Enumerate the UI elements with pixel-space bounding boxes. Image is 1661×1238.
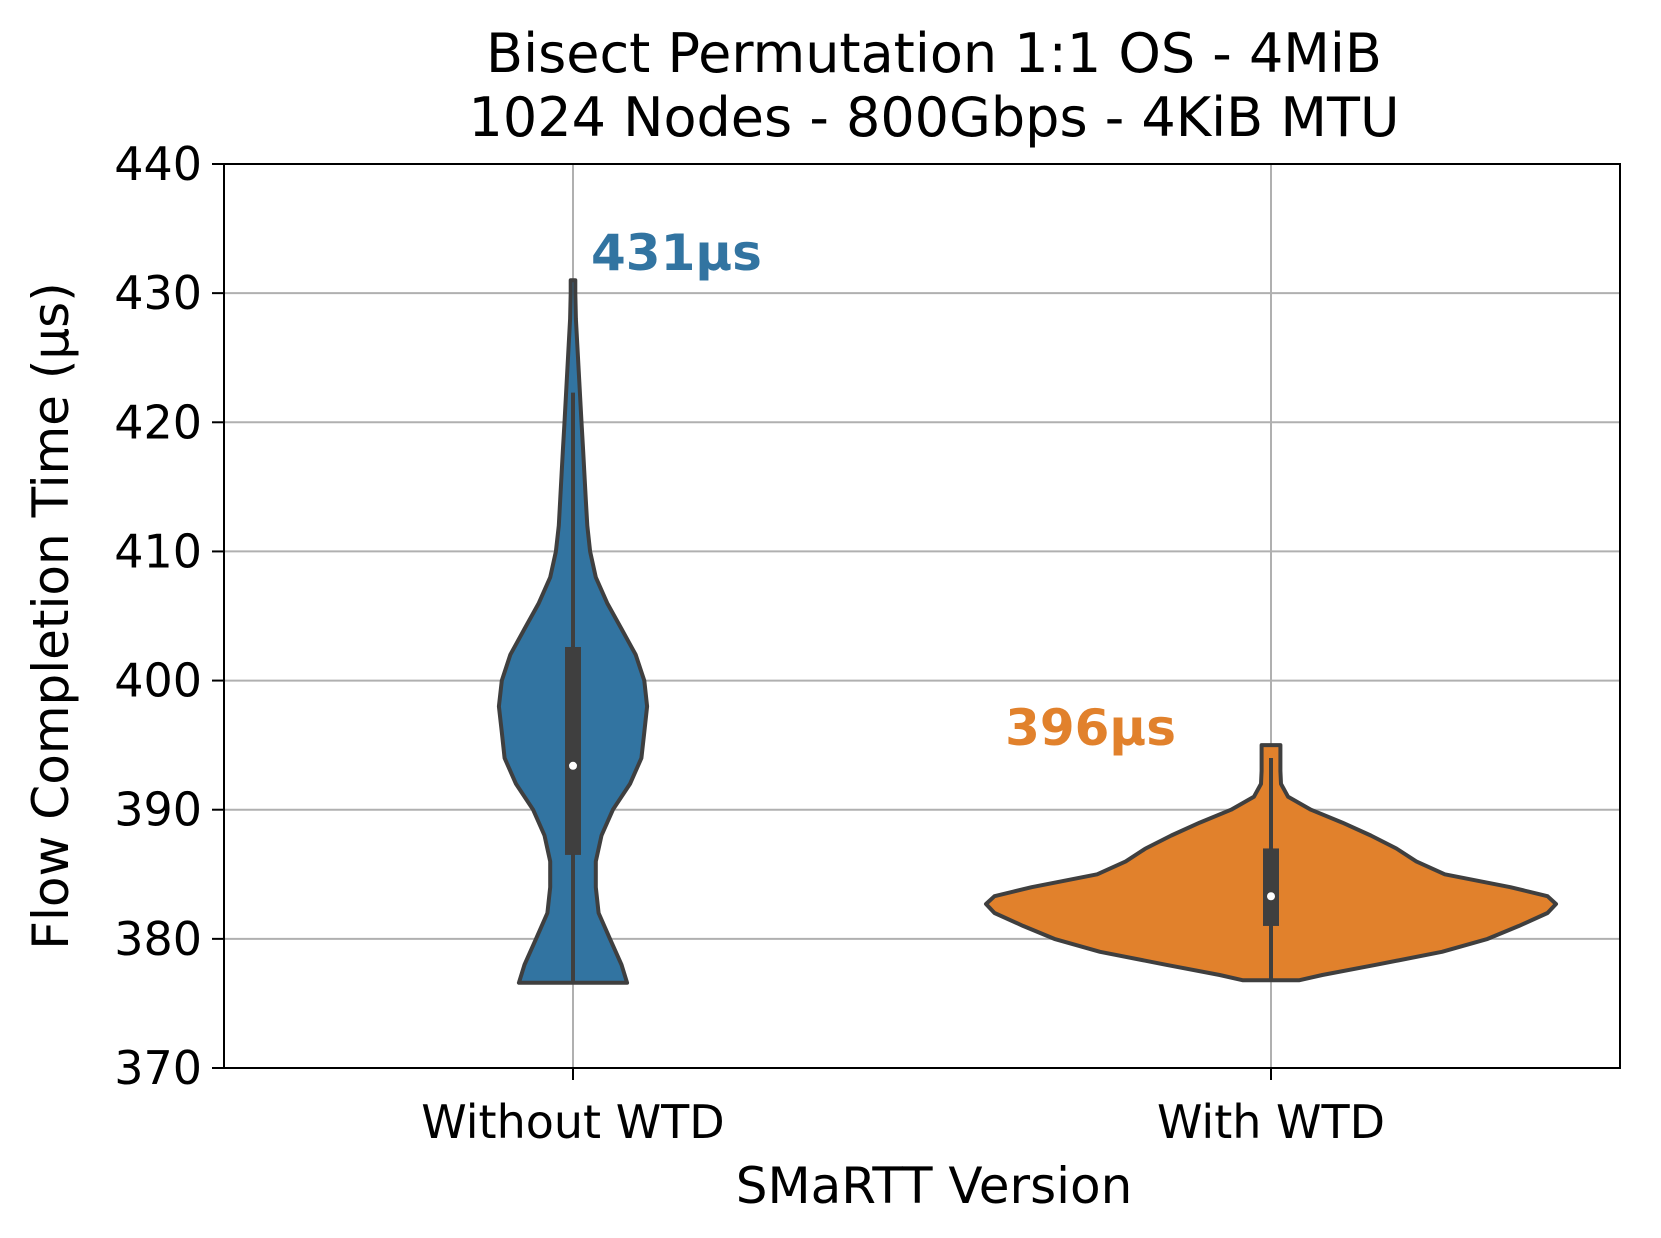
y-axis-label: Flow Completion Time (µs)	[22, 282, 80, 949]
max-annotation: 431µs	[591, 224, 762, 282]
y-tick-label: 370	[114, 1041, 202, 1095]
y-axis-ticks: 370 380 390 400 410 420 430 440	[114, 137, 224, 1095]
violin-median-dot	[1267, 892, 1275, 901]
x-axis-label: SMaRTT Version	[736, 1157, 1133, 1215]
y-tick-label: 380	[114, 912, 202, 966]
y-tick-label: 420	[114, 395, 202, 449]
x-tick-label: Without WTD	[421, 1095, 724, 1149]
chart-title-line-2: 1024 Nodes - 800Gbps - 4KiB MTU	[469, 86, 1400, 149]
x-tick-label: With WTD	[1157, 1095, 1385, 1149]
max-annotation: 396µs	[1005, 699, 1176, 757]
y-tick-label: 440	[114, 137, 202, 191]
inner-boxes	[565, 392, 1279, 983]
y-tick-label: 430	[114, 266, 202, 320]
violin-iqr-box	[565, 646, 581, 855]
chart-title-line-1: Bisect Permutation 1:1 OS - 4MiB	[486, 22, 1382, 85]
y-tick-label: 410	[114, 524, 202, 578]
violin-median-dot	[569, 761, 577, 770]
x-axis-ticks: Without WTD With WTD	[421, 1068, 1385, 1149]
y-tick-label: 390	[114, 783, 202, 837]
annotations: 431µs 396µs	[591, 224, 1176, 757]
violin-iqr-box	[1263, 848, 1279, 926]
violins	[496, 278, 1558, 985]
y-tick-label: 400	[114, 654, 202, 708]
plot-frame	[223, 163, 1621, 1069]
